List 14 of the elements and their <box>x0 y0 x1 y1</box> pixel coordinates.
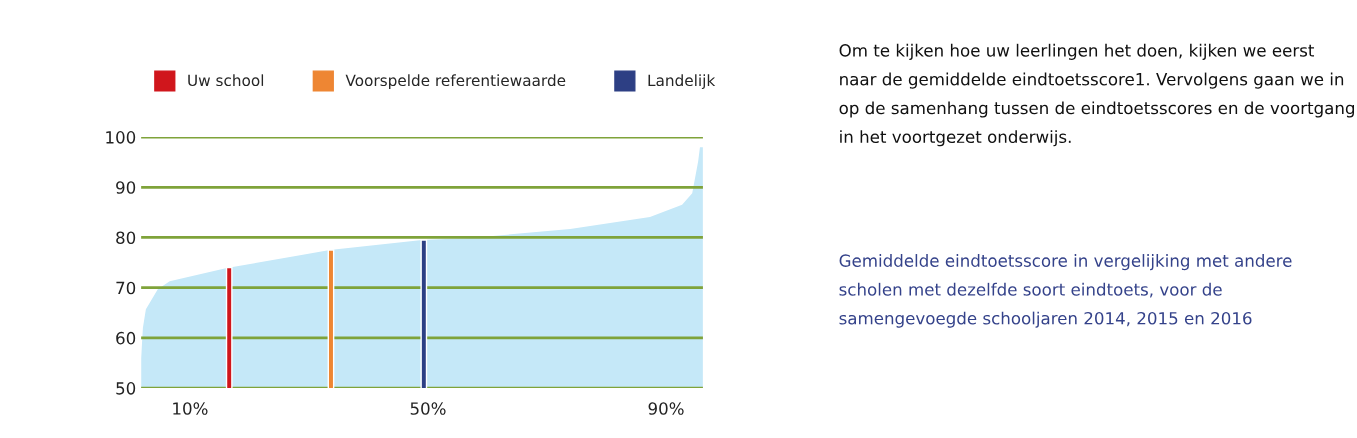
legend-label: Uw school <box>188 74 264 87</box>
text: Om te kijken hoe uw leerlingen het doen, kijken we eerst naar de gemiddelde eindtoetsscore1. Vervolgens gaan we in op de samenhang tussen de eindtoetsscores en de voortgang in het voortgezet onderwijs. <box>839 43 1355 147</box>
y-tick-label: 70 <box>116 281 136 295</box>
x-tick-label: 10% <box>173 402 208 415</box>
text: Gemiddelde eindtoetsscore in vergelijking met andere scholen met dezelfde soort eindtoets, voor de samengevoegde schooljaren 2014, 2015 en 2016 <box>839 254 1292 328</box>
y-tick-label: 80 <box>116 231 136 245</box>
x-tick-label: 50% <box>410 402 446 415</box>
y-tick-label: 60 <box>116 331 136 345</box>
y-tick-label: 100 <box>106 131 136 144</box>
x-tick-label: 90% <box>648 402 684 415</box>
legend-label: Landelijk <box>648 74 716 90</box>
y-tick-label: 90 <box>116 181 136 194</box>
legend-label: Voorspelde referentiewaarde <box>345 74 566 90</box>
y-tick-label: 50 <box>116 382 136 395</box>
